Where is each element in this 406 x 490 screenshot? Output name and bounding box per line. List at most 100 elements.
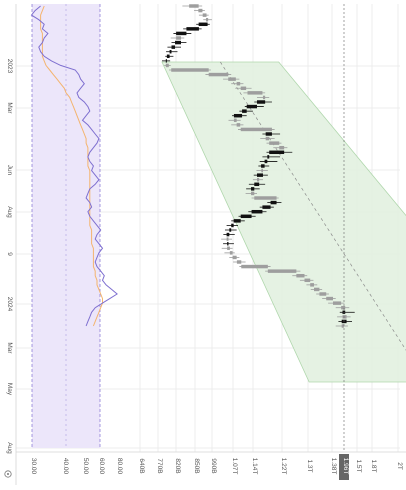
- candle-body: [241, 264, 268, 269]
- price-tick-label: 770B: [156, 458, 163, 473]
- candle-body: [269, 150, 285, 155]
- candle-body: [261, 164, 265, 168]
- candle-body: [279, 145, 285, 150]
- candle-body: [233, 219, 241, 223]
- time-axis-label: 2024: [6, 297, 13, 312]
- candle-body: [296, 273, 305, 278]
- candle-body: [262, 205, 271, 209]
- candle-body: [236, 81, 241, 86]
- candle-body: [226, 232, 230, 237]
- price-tick-label: 1.8T: [370, 459, 377, 472]
- oscillator-tick-label: 50.00: [82, 458, 89, 475]
- candle-body: [176, 36, 181, 40]
- price-tick-label: 1.38T: [330, 458, 337, 475]
- candle-body: [310, 283, 314, 287]
- oscillator-lines: [30, 5, 118, 327]
- settings-icon: [4, 470, 12, 478]
- candle-body: [254, 182, 260, 187]
- time-axis-label: Jun: [6, 165, 13, 176]
- candle-body: [326, 296, 333, 301]
- candle-body: [186, 27, 199, 31]
- candle-body: [227, 246, 230, 251]
- candle-body: [251, 187, 255, 191]
- candle-body: [265, 132, 272, 136]
- time-axis-label: Aug: [6, 206, 13, 218]
- time-axis-label: May: [6, 383, 13, 396]
- candle-body: [171, 45, 176, 49]
- candle-body: [341, 305, 346, 310]
- candle-body: [202, 13, 207, 17]
- price-tick-label: 990B: [210, 458, 217, 473]
- candle-body: [257, 100, 266, 104]
- price-tick-label: 1.5T: [355, 459, 362, 472]
- candle-body: [257, 177, 260, 182]
- candle-body: [231, 223, 234, 228]
- oscillator-line: [30, 5, 118, 327]
- time-axis-label: Aug: [6, 442, 13, 454]
- time-axis-label: 9: [6, 252, 13, 256]
- price-channel: [161, 61, 406, 383]
- candle-body: [169, 49, 172, 54]
- candle-body: [254, 196, 277, 200]
- oscillator-tick-label: 60.00: [98, 458, 105, 475]
- axes: 2023 Mar Jun Aug 9 2024 Mar May Aug 640B 770B 820B 8…: [4, 4, 406, 485]
- time-axis-label: Mar: [6, 342, 13, 354]
- candle-body: [189, 4, 199, 8]
- price-tick-label: 1.14T: [251, 458, 258, 475]
- candle-body: [236, 123, 241, 127]
- candle-body: [269, 141, 280, 145]
- candle-body: [233, 113, 243, 118]
- candle-body: [198, 8, 203, 13]
- candle-body: [233, 118, 237, 123]
- current-price-badge: [339, 454, 349, 480]
- candle-body: [240, 86, 247, 91]
- candle-body: [171, 68, 209, 72]
- settings-icon-dot: [7, 473, 9, 475]
- channel-fill: [161, 61, 406, 383]
- price-tick-label: 1.3T: [306, 459, 313, 472]
- candle-body: [341, 324, 344, 328]
- candle-body: [262, 95, 266, 100]
- candle-body: [265, 136, 270, 141]
- candle-body: [175, 40, 181, 45]
- candle-body: [251, 191, 255, 196]
- signal-line: [40, 5, 103, 327]
- candle-body: [267, 155, 270, 159]
- price-tick-label: 1.07T: [231, 458, 238, 475]
- candle-body: [257, 173, 263, 177]
- candle-body: [205, 17, 209, 22]
- candle-body: [247, 91, 263, 95]
- candle-body: [176, 31, 187, 36]
- candle-body: [333, 301, 342, 305]
- candle-body: [261, 168, 263, 173]
- candle-body: [342, 315, 347, 319]
- oscillator-band: [31, 4, 101, 448]
- candle-body: [242, 109, 247, 113]
- candle-body: [270, 200, 277, 205]
- candle-body: [304, 278, 311, 283]
- candle-body: [240, 214, 252, 219]
- time-axis-label: Mar: [6, 102, 13, 114]
- price-tick-label: 640B: [138, 458, 145, 473]
- candle-body: [228, 77, 236, 81]
- candle-body: [198, 22, 208, 27]
- oscillator-tick-label: 40.00: [62, 458, 69, 475]
- candle-body: [236, 260, 242, 264]
- candle-body: [251, 209, 263, 214]
- candle-body: [314, 287, 320, 292]
- candle-body: [208, 72, 229, 77]
- oscillator-tick-label: 80.00: [116, 458, 123, 475]
- price-tick-label: 1.22T: [280, 458, 287, 475]
- time-axis-label: 2023: [6, 59, 13, 74]
- candle-body: [165, 63, 169, 68]
- current-price-label: 1.96T: [342, 458, 349, 475]
- candle-body: [229, 228, 232, 232]
- oscillator-tick-label: 30.00: [30, 458, 37, 475]
- candle-body: [319, 292, 327, 296]
- candle-body: [264, 159, 268, 164]
- candle-body: [165, 59, 167, 63]
- candle-body: [232, 255, 237, 260]
- price-tick-label: 850B: [193, 458, 200, 473]
